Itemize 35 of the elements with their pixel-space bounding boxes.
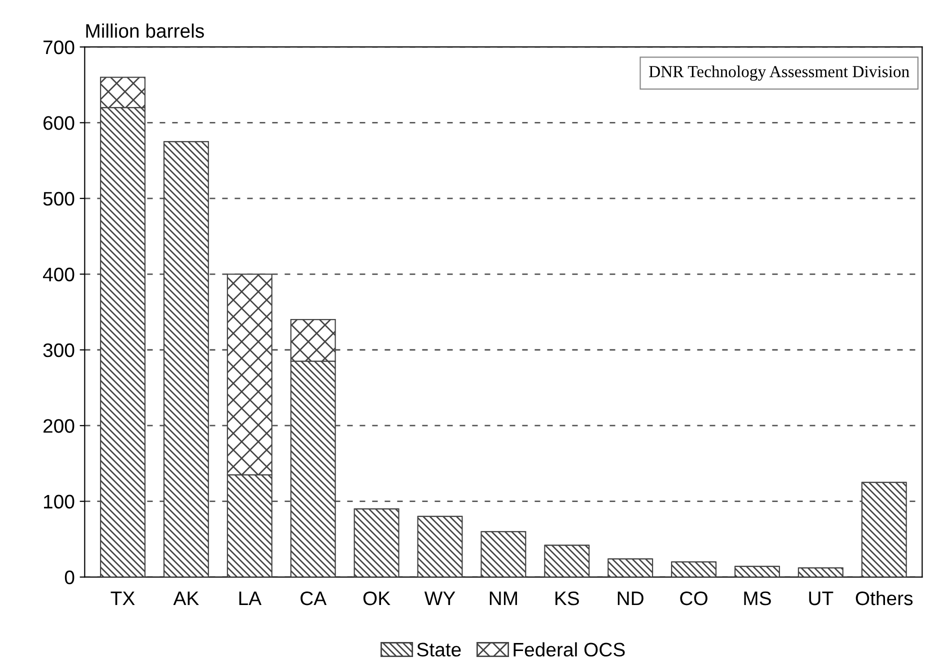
y-tick-label: 500 — [43, 192, 74, 206]
x-tick-label: Others — [856, 590, 913, 606]
legend-label: State — [417, 642, 461, 657]
y-tick-label: 100 — [44, 494, 74, 509]
y-axis-title: Million barrels — [86, 24, 204, 38]
x-tick-label: WY — [424, 592, 456, 606]
bar — [861, 482, 907, 578]
x-tick-label: CA — [300, 591, 327, 606]
x-tick-label: CO — [680, 591, 708, 606]
bar — [798, 567, 844, 578]
annotation: DNR Technology Assessment Division — [649, 66, 910, 81]
bar — [608, 558, 654, 578]
bar — [354, 508, 400, 578]
x-tick-label: AK — [173, 592, 199, 606]
y-tick-label: 300 — [43, 343, 74, 358]
bar — [417, 516, 463, 578]
bar — [163, 141, 209, 578]
x-tick-label: KS — [556, 591, 579, 606]
legend-label: Federal OCS — [514, 642, 625, 657]
x-tick-label: NM — [490, 592, 517, 606]
y-tick-label: 700 — [44, 40, 74, 54]
x-tick-label: MS — [744, 591, 771, 606]
x-tick-label: LA — [239, 592, 262, 606]
x-tick-label: ND — [618, 592, 644, 606]
y-tick-label: 0 — [64, 570, 74, 584]
bar — [734, 566, 780, 578]
x-tick-label: OK — [363, 591, 390, 606]
y-tick-label: 400 — [42, 268, 74, 282]
bar — [671, 561, 717, 578]
bar — [544, 544, 590, 578]
bar — [480, 531, 526, 578]
y-tick-label: 600 — [44, 116, 74, 130]
x-tick-label: TX — [110, 592, 135, 606]
x-tick-label: UT — [809, 592, 834, 606]
y-tick-label: 200 — [44, 419, 74, 433]
